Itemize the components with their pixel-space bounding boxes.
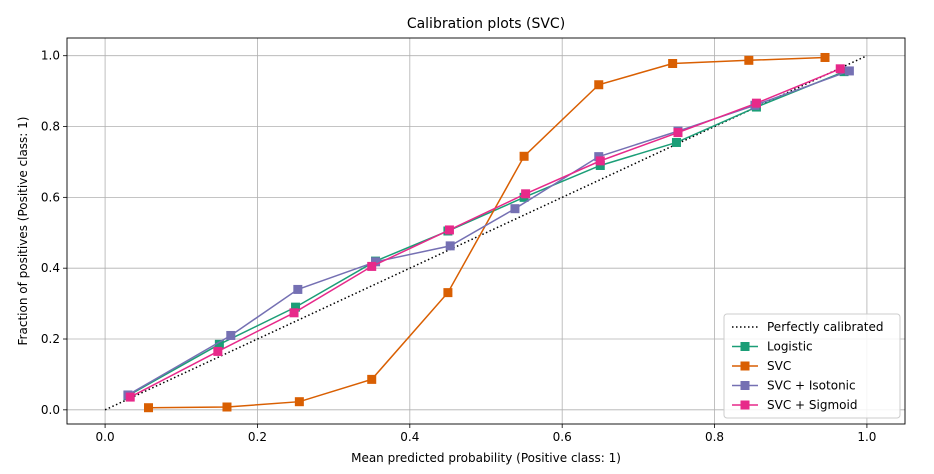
- legend-label-svc-sigmoid: SVC + Sigmoid: [767, 398, 857, 412]
- chart-title: Calibration plots (SVC): [407, 16, 565, 32]
- data-point-svc-sigmoid: [521, 189, 531, 199]
- data-point-svc-sigmoid: [125, 392, 135, 402]
- series-line-svc-sigmoid: [129, 68, 841, 398]
- x-tick-label: 0.0: [96, 430, 115, 444]
- data-point-svc-sigmoid: [835, 64, 845, 74]
- data-point-svc-sigmoid: [213, 346, 223, 356]
- legend-box: [723, 313, 901, 419]
- data-point-svc-isotonic: [293, 284, 303, 294]
- data-point-svc-isotonic: [371, 257, 381, 267]
- data-point-logistic: [291, 302, 301, 312]
- x-tick-label: 1.0: [857, 430, 876, 444]
- data-point-svc: [594, 80, 604, 90]
- y-tick-label: 1.0: [41, 49, 60, 63]
- data-point-svc: [820, 52, 830, 62]
- data-point-svc-isotonic: [226, 330, 236, 340]
- x-tick-label: 0.4: [400, 430, 419, 444]
- data-point-svc-sigmoid: [673, 128, 683, 138]
- y-axis-title: Fraction of positives (Positive class: 1…: [16, 117, 30, 346]
- y-tick-label: 0.4: [41, 261, 60, 275]
- data-point-svc-sigmoid: [595, 156, 605, 166]
- data-point-logistic: [214, 339, 224, 349]
- plot-frame: [66, 37, 906, 425]
- series-lines: [123, 52, 854, 413]
- legend-label-svc-isotonic: SVC + Isotonic: [767, 379, 856, 393]
- data-point-svc-isotonic: [445, 241, 455, 251]
- x-tick-label: 0.8: [705, 430, 724, 444]
- y-tick-label: 0.0: [41, 403, 60, 417]
- axis-ticks: 0.0 0.2 0.4 0.6 0.8 1.0 0.0 0.2 0.4 0.6 0.8 1.0: [41, 49, 877, 444]
- y-tick-label: 0.2: [41, 332, 60, 346]
- data-point-svc-sigmoid: [751, 98, 761, 108]
- y-tick-label: 0.6: [41, 190, 60, 204]
- series-svc-sigmoid: [125, 64, 845, 402]
- data-point-svc: [443, 288, 453, 298]
- y-tick-label: 0.8: [41, 120, 60, 134]
- data-point-svc-sigmoid: [444, 225, 454, 235]
- grid-lines: [67, 38, 905, 424]
- data-point-svc-sigmoid: [289, 308, 299, 318]
- legend-marker-logistic: [740, 342, 750, 351]
- x-tick-label: 0.2: [248, 430, 267, 444]
- series-line-logistic: [127, 70, 845, 397]
- data-point-svc: [519, 151, 529, 161]
- legend-marker-svc-isotonic: [740, 381, 750, 390]
- data-point-svc: [668, 58, 678, 68]
- data-point-logistic: [671, 137, 681, 147]
- x-axis-title: Mean predicted probability (Positive cla…: [351, 451, 621, 465]
- data-point-svc: [744, 55, 754, 65]
- data-point-svc: [222, 402, 232, 412]
- legend-label-perfectly-calibrated: Perfectly calibrated: [767, 320, 884, 334]
- data-point-svc-isotonic: [844, 66, 854, 76]
- x-tick-label: 0.6: [553, 430, 572, 444]
- data-point-svc: [294, 397, 304, 407]
- legend-label-logistic: Logistic: [767, 340, 813, 354]
- data-point-svc-isotonic: [510, 204, 520, 214]
- legend-label-svc: SVC: [767, 359, 791, 373]
- legend: Perfectly calibrated Logistic SVC SVC + Iso…: [723, 313, 901, 419]
- legend-marker-svc-sigmoid: [740, 400, 750, 410]
- legend-marker-svc: [740, 361, 750, 371]
- data-point-logistic: [595, 160, 605, 170]
- data-point-svc: [144, 403, 154, 413]
- data-point-svc-sigmoid: [367, 261, 377, 271]
- data-point-svc: [367, 374, 377, 384]
